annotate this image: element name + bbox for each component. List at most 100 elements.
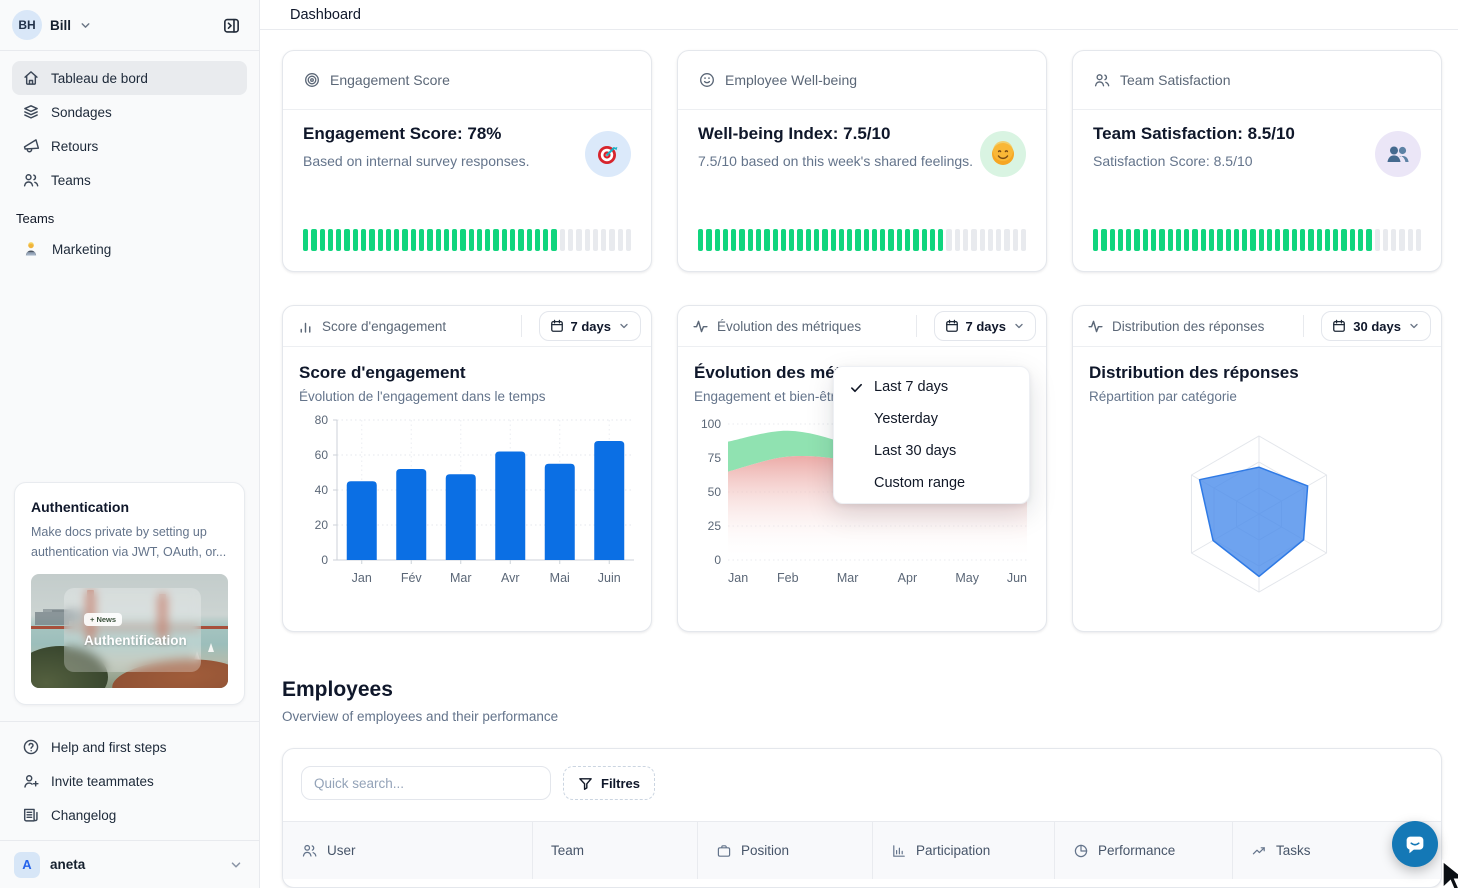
filters-label: Filtres [601, 775, 641, 791]
workspace-switcher[interactable]: BH Bill [12, 10, 207, 40]
svg-text:80: 80 [315, 413, 329, 427]
svg-text:Jan: Jan [352, 571, 372, 585]
menu-item-custom-range[interactable]: Custom range [834, 467, 1029, 499]
svg-text:Fév: Fév [401, 571, 423, 585]
bar-chart-axis-icon [893, 844, 905, 857]
chart-subtitle: Répartition par catégorie [1089, 389, 1237, 404]
svg-text:0: 0 [714, 553, 721, 567]
engagement-bar-chart: 0 20 40 60 80 Jan Fév Mar Avr Mai Juin [299, 412, 640, 595]
column-header-tasks[interactable]: Tasks [1233, 822, 1441, 879]
home-icon [24, 71, 38, 85]
column-header-position[interactable]: Position [698, 822, 873, 879]
sidebar-item-marketing[interactable]: Marketing [12, 232, 247, 266]
stat-card-body: Well-being Index: 7.5/10 7.5/10 based on… [678, 110, 1046, 271]
date-range-label: 30 days [1353, 318, 1401, 334]
column-header-participation[interactable]: Participation [873, 822, 1055, 879]
stat-subtitle: Satisfaction Score: 8.5/10 [1093, 153, 1253, 169]
sidebar-item-help[interactable]: Help and first steps [12, 730, 247, 764]
sidebar: BH Bill Tableau de bord Sondages Retours [0, 0, 260, 888]
responses-radar-chart [1089, 412, 1430, 617]
promo-title: Authentication [31, 499, 129, 516]
sidebar-item-label: Tableau de bord [51, 70, 148, 86]
employees-toolbar: Filtres [283, 749, 1441, 800]
city-skyline [35, 612, 69, 625]
sidebar-footer: Help and first steps Invite teammates Ch… [0, 722, 259, 840]
account-switcher[interactable]: A aneta [0, 841, 259, 888]
menu-item-label: Yesterday [874, 411, 938, 427]
page-title: Dashboard [290, 6, 361, 23]
sidebar-item-retours[interactable]: Retours [12, 129, 247, 163]
chart-title: Distribution des réponses [1089, 363, 1299, 382]
menu-item-yesterday[interactable]: Yesterday [834, 403, 1029, 435]
svg-text:May: May [955, 571, 979, 585]
svg-text:50: 50 [708, 485, 722, 499]
bar-chart-icon [300, 322, 311, 333]
sidebar-item-label: Retours [51, 138, 99, 154]
content: Engagement Score Engagement Score: 78% B… [260, 30, 1458, 888]
calendar-icon [945, 319, 958, 332]
workspace-name: Bill [50, 17, 72, 33]
sidebar-item-invite[interactable]: Invite teammates [12, 764, 247, 798]
check-icon [851, 383, 862, 392]
stat-card-header: Engagement Score [283, 51, 651, 110]
column-header-user[interactable]: User [283, 822, 533, 879]
users-icon [1094, 74, 1110, 87]
menu-item-label: Custom range [874, 475, 966, 491]
users-icon [23, 174, 39, 187]
panel-collapse-icon [223, 18, 239, 33]
chevron-down-icon [231, 861, 241, 868]
menu-item-last-30-days[interactable]: Last 30 days [834, 435, 1029, 467]
svg-text:Jun: Jun [1007, 571, 1027, 585]
chart-subtitle: Engagement et bien-être [694, 389, 843, 404]
stat-subtitle: 7.5/10 based on this week's shared feeli… [698, 153, 974, 169]
engagement-chart-card: Score d'engagement 7 days Score d'engage… [282, 305, 652, 632]
svg-text:75: 75 [708, 451, 722, 465]
menu-item-last-7-days[interactable]: Last 7 days [834, 371, 1029, 403]
collapse-sidebar-button[interactable] [215, 9, 247, 41]
sidebar-item-teams[interactable]: Teams [12, 163, 247, 197]
chart-subtitle: Évolution de l'engagement dans le temps [299, 389, 546, 404]
promo-image: + News Authentification [31, 574, 228, 688]
date-range-label: 7 days [965, 318, 1006, 334]
svg-text:Mar: Mar [837, 571, 859, 585]
wellbeing-card: Employee Well-being Well-being Index: 7.… [677, 50, 1047, 272]
date-range-button[interactable]: 7 days [538, 311, 641, 341]
date-range-button[interactable]: 7 days [933, 311, 1036, 341]
sidebar-item-label: Sondages [51, 104, 112, 120]
stat-card-header-label: Team Satisfaction [1120, 72, 1231, 88]
svg-text:100: 100 [701, 417, 721, 431]
column-label: User [327, 843, 356, 858]
progress-bar [698, 229, 1027, 251]
funnel-icon [579, 777, 592, 790]
chart-card-header: Score d'engagement 7 days [283, 306, 651, 347]
engagement-score-card: Engagement Score Engagement Score: 78% B… [282, 50, 652, 272]
sidebar-item-sondages[interactable]: Sondages [12, 95, 247, 129]
chat-launcher-button[interactable] [1392, 821, 1438, 867]
smile-icon [700, 73, 714, 87]
date-range-button[interactable]: 30 days [1321, 311, 1431, 341]
sidebar-item-tableau-de-bord[interactable]: Tableau de bord [12, 61, 247, 95]
column-header-team[interactable]: Team [533, 822, 698, 879]
promo-card[interactable]: Authentication Make docs private by sett… [14, 482, 245, 705]
search-input[interactable] [301, 766, 551, 800]
svg-text:25: 25 [708, 519, 722, 533]
sidebar-item-changelog[interactable]: Changelog [12, 798, 247, 832]
two-silhouettes-icon [1375, 131, 1421, 177]
stat-card-header-label: Engagement Score [330, 72, 450, 88]
calendar-icon [550, 319, 563, 332]
promo-image-title: Authentification [84, 632, 187, 648]
filters-button[interactable]: Filtres [563, 766, 656, 800]
account-name: aneta [50, 857, 86, 872]
chart-card-header: Évolution des métriques 7 days [678, 306, 1046, 347]
sidebar-item-label: Invite teammates [51, 773, 154, 789]
target-icon [305, 73, 319, 87]
activity-icon [693, 320, 708, 332]
svg-text:Mar: Mar [450, 571, 472, 585]
help-circle-icon [23, 739, 39, 755]
svg-text:40: 40 [315, 483, 329, 497]
column-header-performance[interactable]: Performance [1055, 822, 1233, 879]
stat-card-header-label: Employee Well-being [725, 72, 858, 88]
date-range-label: 7 days [570, 318, 611, 334]
divider [0, 840, 259, 841]
divider [0, 50, 259, 51]
